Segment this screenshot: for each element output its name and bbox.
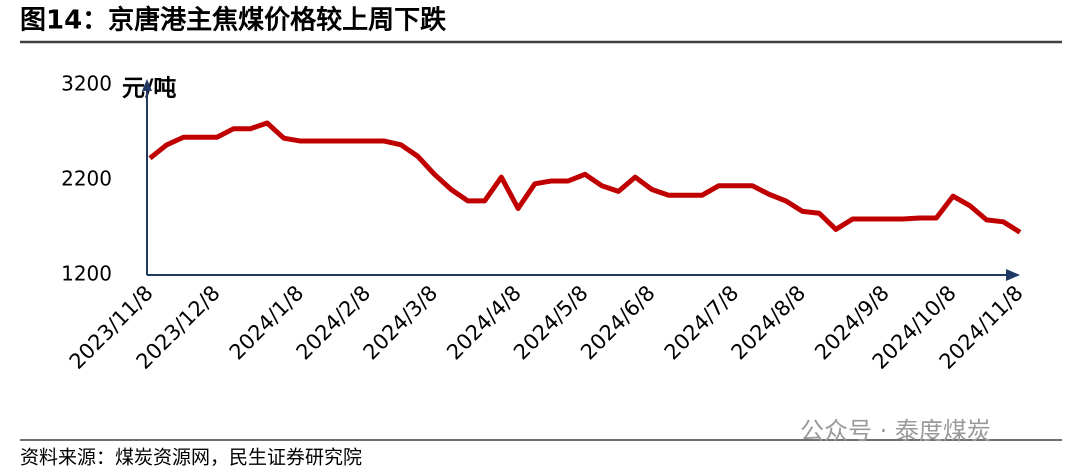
- source-note: 资料来源：煤炭资源网，民生证券研究院: [20, 447, 362, 469]
- y-tick-label: 2200: [61, 167, 112, 191]
- x-tick-label: 2024/3/8: [359, 281, 443, 365]
- chart-title: 图14：京唐港主焦煤价格较上周下跌: [20, 5, 446, 36]
- y-tick-label: 1200: [61, 262, 112, 286]
- x-tick-label: 2024/6/8: [576, 281, 660, 365]
- watermark: 公众号 · 泰度煤炭: [800, 417, 991, 445]
- line-series: [148, 120, 1022, 235]
- x-axis-arrow: [1006, 269, 1020, 281]
- x-tick-label: 2024/8/8: [727, 281, 811, 365]
- y-axis-arrow: [142, 79, 152, 91]
- y-tick-label: 3200: [61, 72, 112, 96]
